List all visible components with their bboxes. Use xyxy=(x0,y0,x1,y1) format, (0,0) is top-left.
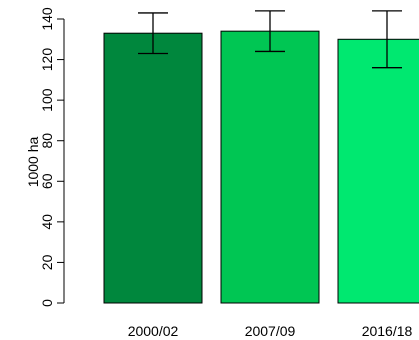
x-axis-labels: 2000/02 2007/09 2016/18 xyxy=(128,323,413,339)
x-tick-label-2000/02: 2000/02 xyxy=(128,323,179,339)
y-tick-label-140: 140 xyxy=(39,7,55,31)
x-tick-label-2016/18: 2016/18 xyxy=(362,323,413,339)
error-bars-group xyxy=(138,10,402,69)
bars-group xyxy=(103,30,419,304)
y-tick-label-80: 80 xyxy=(39,133,55,149)
bar-2000/02 xyxy=(103,32,203,304)
y-tick-label-0: 0 xyxy=(39,299,55,307)
y-tick-label-60: 60 xyxy=(39,173,55,189)
x-tick-label-2007/09: 2007/09 xyxy=(245,323,296,339)
bar-2007/09 xyxy=(220,30,320,304)
y-tick-label-20: 20 xyxy=(39,254,55,270)
y-tick-label-120: 120 xyxy=(39,48,55,72)
y-tick-label-40: 40 xyxy=(39,214,55,230)
y-tick-label-100: 100 xyxy=(39,88,55,112)
y-axis-label: 1000 ha xyxy=(25,136,41,187)
bar-2016/18 xyxy=(337,38,419,304)
y-axis: 0 20 40 60 80 100 120 140 xyxy=(39,7,65,307)
